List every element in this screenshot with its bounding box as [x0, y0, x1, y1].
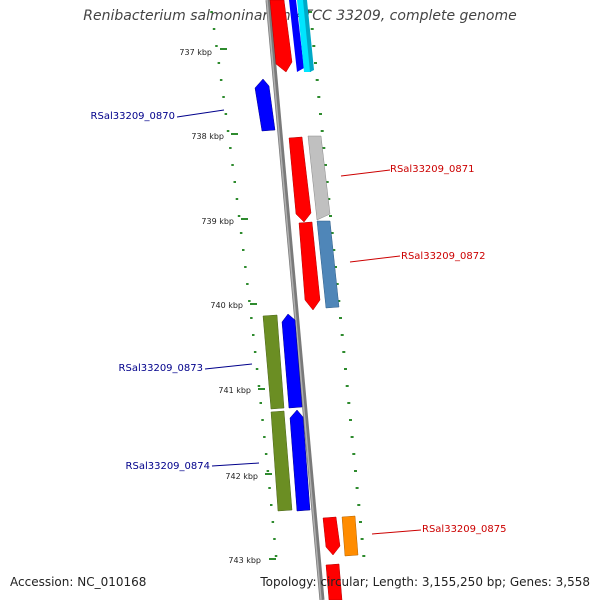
- scale-label-741: 741 kbp: [218, 386, 251, 395]
- genome-backbone: [265, 0, 325, 600]
- gene-rsal33209-0870[interactable]: [254, 78, 276, 132]
- gene-label-0870[interactable]: RSal33209_0870: [91, 111, 175, 122]
- scale-label-737: 737 kbp: [179, 48, 212, 57]
- scale-tick-740: 740 kbp: [210, 301, 257, 310]
- callout-line-0872: [349, 255, 401, 263]
- gene-rsal33209-0871-grey[interactable]: [307, 135, 331, 221]
- scale-label-738: 738 kbp: [191, 132, 224, 141]
- topology-summary: Topology: circular; Length: 3,155,250 bp…: [260, 575, 590, 589]
- scale-label-740: 740 kbp: [210, 301, 243, 310]
- scale-tick-742: 742 kbp: [225, 472, 272, 481]
- gene-label-0874[interactable]: RSal33209_0874: [126, 461, 210, 472]
- gene-bottom-red[interactable]: [325, 563, 343, 600]
- gene-rsal33209-0873-blue[interactable]: [281, 313, 303, 409]
- callout-line-0874: [211, 462, 260, 467]
- left-scale-dots: [210, 11, 278, 557]
- gene-label-0873[interactable]: RSal33209_0873: [119, 363, 203, 374]
- gene-rsal33209-0871-red[interactable]: [288, 136, 312, 223]
- gene-label-0872[interactable]: RSal33209_0872: [401, 251, 485, 262]
- gene-rsal33209-0872-steelblue[interactable]: [316, 220, 340, 309]
- scale-tick-743: 743 kbp: [228, 556, 276, 565]
- scale-tick-737: 737 kbp: [179, 48, 227, 57]
- callout-line-0873: [204, 363, 253, 370]
- callout-line-0870: [176, 109, 225, 118]
- callout-line-0875: [371, 529, 422, 535]
- scale-label-739: 739 kbp: [201, 217, 234, 226]
- gene-rsal33209-0874-olive[interactable]: [270, 410, 293, 512]
- scale-tick-739: 739 kbp: [201, 217, 248, 226]
- scale-tick-741: 741 kbp: [218, 386, 265, 395]
- gene-rsal33209-0875-red[interactable]: [322, 516, 341, 556]
- gene-top-red[interactable]: [269, 0, 293, 73]
- gene-label-0871[interactable]: RSal33209_0871: [390, 164, 474, 175]
- accession-label: Accession: NC_010168: [10, 575, 147, 589]
- scale-label-742: 742 kbp: [225, 472, 258, 481]
- gene-rsal33209-0874-blue[interactable]: [289, 409, 311, 512]
- gene-rsal33209-0873-olive[interactable]: [262, 314, 285, 410]
- gene-top-cyan[interactable]: [297, 0, 311, 72]
- gene-top-cyan-shade: [303, 0, 314, 72]
- gene-top-blue[interactable]: [289, 0, 304, 72]
- scale-label-743: 743 kbp: [228, 556, 261, 565]
- gene-label-0875[interactable]: RSal33209_0875: [422, 524, 506, 535]
- scale-tick-738: 738 kbp: [191, 132, 238, 141]
- callout-line-0871: [340, 169, 391, 177]
- genome-backbone-highlight: [266, 0, 322, 600]
- gene-rsal33209-0875-orange[interactable]: [341, 515, 359, 557]
- gene-rsal33209-0872-red[interactable]: [298, 221, 321, 311]
